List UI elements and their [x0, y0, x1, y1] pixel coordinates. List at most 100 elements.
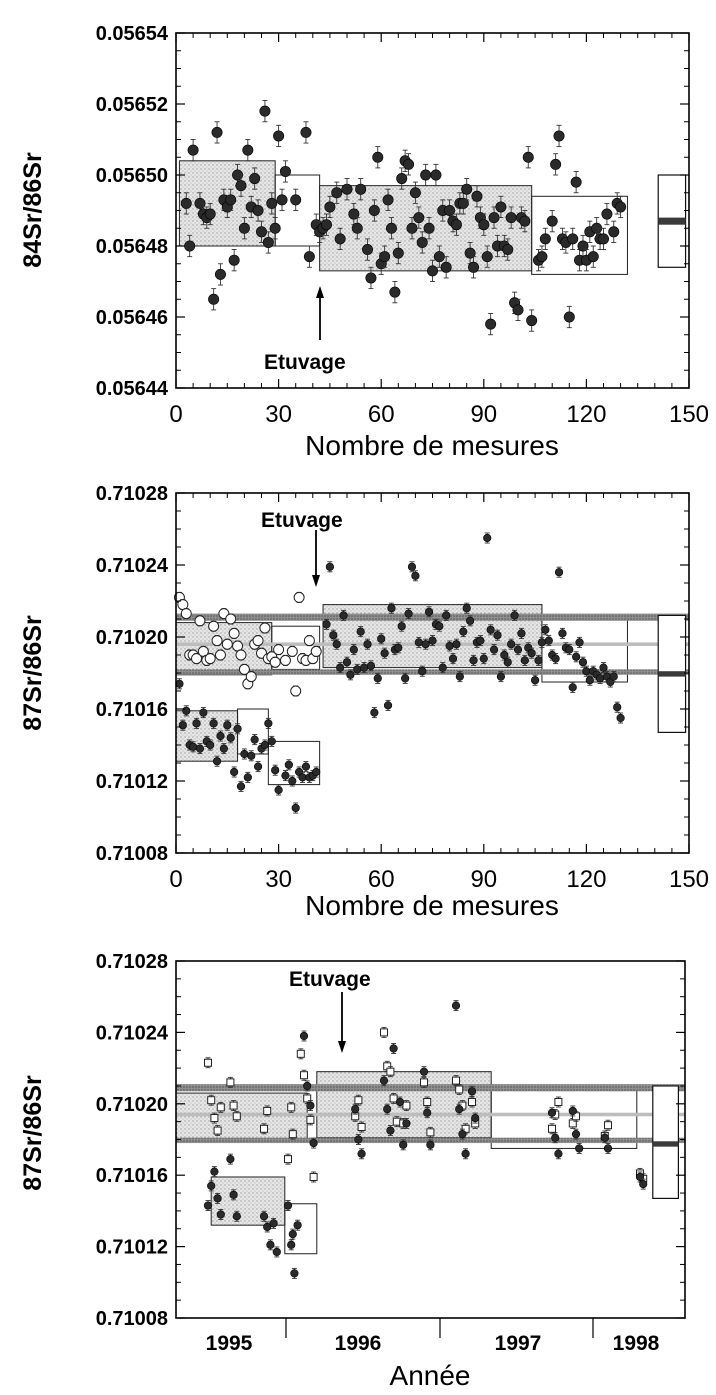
etuvage-arrowhead: [316, 286, 324, 298]
x-axis-title: Nombre de mesures: [305, 430, 559, 461]
data-point: [252, 205, 264, 217]
data-point-open: [269, 656, 281, 668]
data-point: [238, 222, 250, 234]
data-point: [489, 645, 499, 654]
data-point: [553, 130, 565, 142]
data-point-square: [204, 1058, 212, 1067]
data-point: [259, 1212, 269, 1221]
data-point-square: [229, 1101, 238, 1110]
data-point: [216, 731, 225, 741]
data-point-square: [386, 1067, 395, 1076]
data-point: [383, 1105, 392, 1114]
chart-84sr-86sr-vs-measurements: 0.05644 0.05646 0.05648 0.05650 0.05652 0.056…: [19, 23, 709, 461]
data-point: [513, 645, 523, 654]
data-point: [467, 1087, 477, 1096]
data-point: [180, 197, 192, 209]
data-point: [189, 742, 198, 751]
data-point: [601, 208, 613, 220]
data-point-square: [296, 1049, 305, 1058]
data-point: [389, 1044, 398, 1053]
data-point: [229, 1190, 238, 1199]
data-point: [522, 151, 534, 163]
data-point-open: [252, 635, 264, 647]
data-point: [469, 656, 478, 665]
x-tick-label: 120: [566, 866, 606, 893]
data-point: [380, 649, 389, 658]
data-point-open: [290, 685, 302, 697]
data-point: [281, 771, 290, 780]
data-point: [551, 654, 560, 663]
data-point: [226, 1155, 235, 1164]
data-point: [355, 183, 367, 195]
data-point: [253, 762, 263, 771]
etuvage-arrowhead: [338, 1041, 346, 1053]
data-point-square: [260, 1124, 268, 1133]
y-tick-label: 0.71020: [96, 627, 168, 649]
data-point: [397, 622, 406, 631]
data-point: [448, 654, 458, 663]
data-point-square: [389, 1094, 398, 1103]
data-point: [301, 762, 311, 771]
data-point: [341, 183, 353, 195]
data-point: [303, 251, 315, 263]
data-point-open: [214, 649, 226, 661]
data-point: [534, 656, 543, 665]
data-point: [438, 663, 447, 672]
data-point: [332, 640, 341, 649]
data-point: [595, 674, 605, 683]
data-point: [368, 205, 380, 217]
data-point: [402, 1119, 411, 1128]
data-point: [386, 1126, 395, 1135]
etuvage-label: Etuvage: [289, 968, 371, 991]
data-point: [299, 1031, 309, 1041]
data-point: [195, 744, 205, 753]
data-point: [363, 640, 372, 649]
data-point: [471, 190, 483, 202]
data-point: [424, 607, 434, 616]
data-point: [267, 737, 276, 746]
data-point: [206, 740, 215, 750]
data-point: [293, 1221, 302, 1230]
data-point: [274, 785, 283, 795]
data-point: [235, 180, 247, 192]
data-point: [520, 656, 529, 665]
data-point-open: [259, 622, 271, 634]
data-point: [228, 254, 240, 266]
data-point-open: [208, 620, 220, 632]
data-point: [182, 706, 191, 715]
data-point: [260, 740, 270, 750]
data-point-square: [423, 1098, 432, 1107]
data-point: [455, 672, 464, 681]
data-point: [362, 244, 374, 256]
etuvage-label: Etuvage: [261, 509, 343, 532]
data-point: [495, 201, 507, 213]
data-point: [192, 719, 201, 728]
data-point: [383, 701, 393, 710]
data-point: [635, 1172, 645, 1182]
data-point: [184, 240, 196, 252]
data-point: [471, 1113, 480, 1123]
data-point: [255, 226, 267, 238]
data-point: [247, 751, 256, 760]
uncertainty-box-2: [284, 1203, 318, 1255]
data-point: [565, 645, 574, 654]
reference-band-0: [176, 613, 689, 621]
data-point: [568, 1106, 577, 1116]
data-point: [287, 1240, 296, 1249]
data-point: [331, 187, 343, 199]
data-point: [264, 719, 273, 728]
data-point: [360, 663, 369, 672]
data-point: [597, 233, 609, 245]
data-point: [346, 670, 355, 679]
x-tick-label: 120: [566, 401, 606, 428]
data-point-open: [286, 645, 298, 657]
data-point: [399, 1140, 408, 1149]
y-tick-label: 0.71020: [96, 1094, 168, 1116]
data-point: [479, 654, 488, 663]
data-point: [608, 226, 620, 238]
data-point: [249, 173, 261, 185]
data-point: [411, 571, 420, 580]
data-point: [445, 641, 454, 651]
x-tick-label: 30: [265, 866, 292, 893]
data-point: [283, 1201, 293, 1210]
